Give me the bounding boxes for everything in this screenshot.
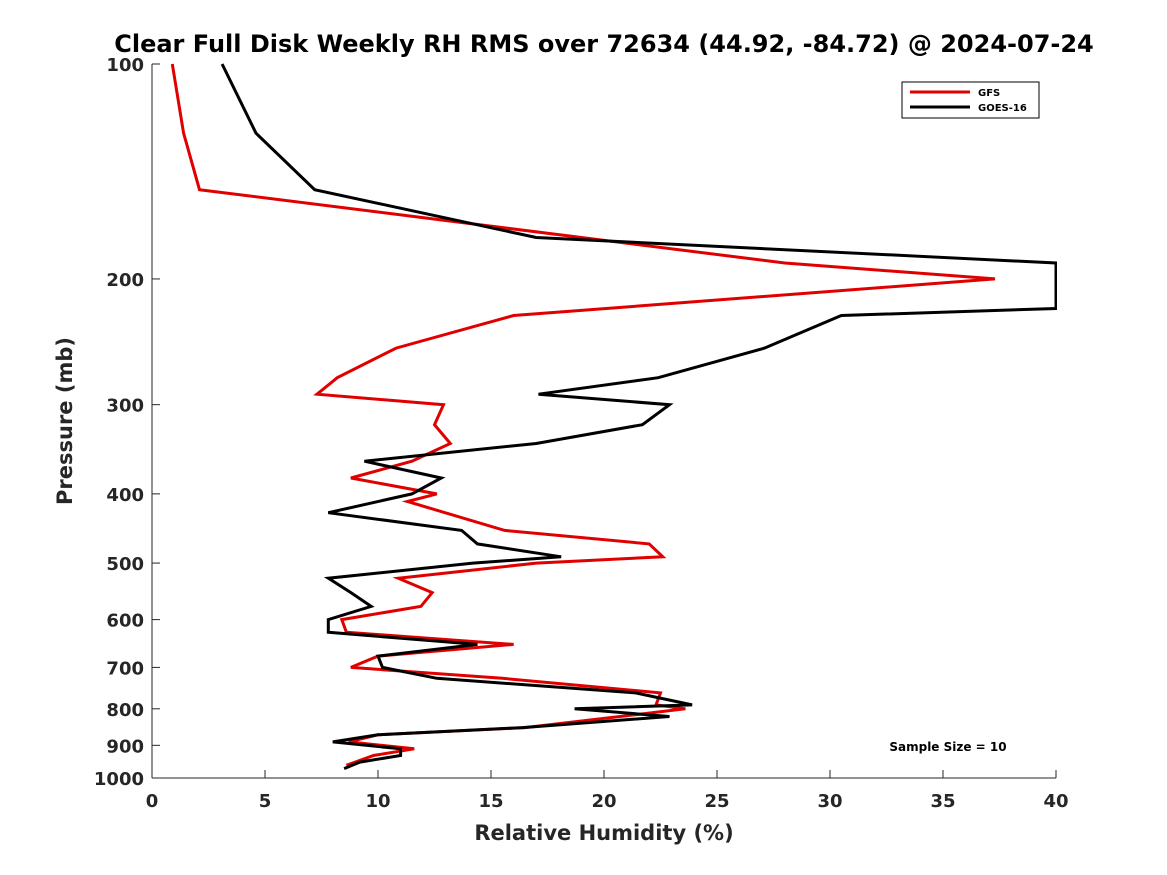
series-line-gfs xyxy=(170,63,996,767)
legend: GFS GOES-16 xyxy=(901,81,1040,119)
x-tick-label: 15 xyxy=(478,791,503,812)
y-tick-label: 900 xyxy=(106,736,144,757)
y-tick-label: 1000 xyxy=(94,769,144,790)
y-tick-label: 800 xyxy=(106,700,144,721)
legend-label: GOES-16 xyxy=(978,103,1027,114)
y-tick-label: 600 xyxy=(106,611,144,632)
legend-box xyxy=(901,81,1040,119)
sample-size-annotation: Sample Size = 10 xyxy=(889,740,1006,754)
x-tick-label: 20 xyxy=(591,791,616,812)
y-tick-label: 300 xyxy=(106,396,144,417)
x-tick-label: 25 xyxy=(704,791,729,812)
x-tick-label: 0 xyxy=(146,791,159,812)
x-tick-label: 35 xyxy=(930,791,955,812)
chart-title: Clear Full Disk Weekly RH RMS over 72634… xyxy=(114,30,1094,58)
axes-layer: 0 5 10 15 20 25 30 35 40 100 200 300 400 500 600 700 800… xyxy=(94,55,1069,812)
y-axis-label: Pressure (mb) xyxy=(53,337,77,505)
x-tick-label: 10 xyxy=(365,791,390,812)
x-axis-label: Relative Humidity (%) xyxy=(474,821,733,845)
y-tick-label: 700 xyxy=(106,658,144,679)
legend-label: GFS xyxy=(978,88,1000,99)
y-tick-label: 500 xyxy=(106,554,144,575)
series-layer xyxy=(170,63,1057,770)
x-tick-label: 40 xyxy=(1043,791,1068,812)
x-tick-label: 5 xyxy=(259,791,272,812)
x-tick-label: 30 xyxy=(817,791,842,812)
series-line-goes-16 xyxy=(220,63,1057,770)
y-tick-label: 200 xyxy=(106,270,144,291)
y-tick-label: 100 xyxy=(106,55,144,76)
y-tick-label: 400 xyxy=(106,485,144,506)
